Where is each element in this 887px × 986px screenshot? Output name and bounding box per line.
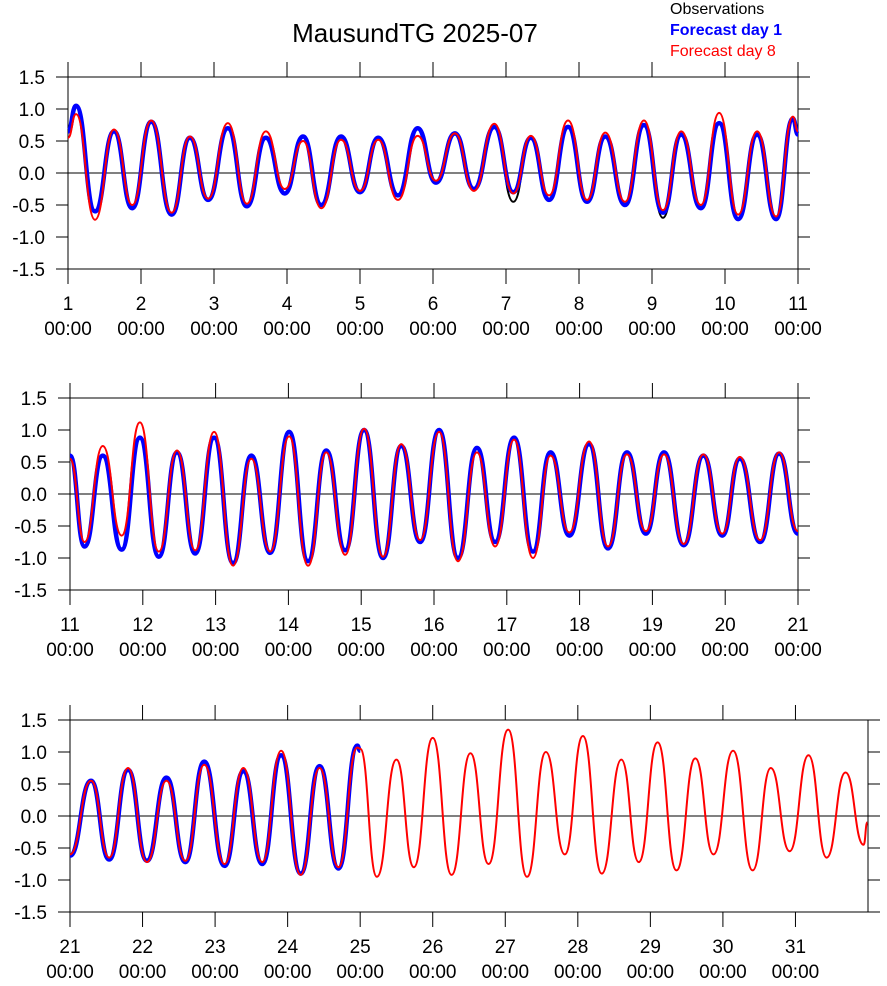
legend-entry: Forecast day 1 <box>670 22 782 39</box>
x-tick-label: 24 00:00 <box>263 937 312 983</box>
series-line <box>68 743 362 876</box>
x-tick-label: 11 00:00 <box>46 615 94 661</box>
x-tick-label: 29 00:00 <box>626 937 675 983</box>
x-tick-label: 14 00:00 <box>264 615 313 661</box>
x-tick-label: 21 00:00 <box>774 615 822 661</box>
x-tick-label: 18 00:00 <box>555 615 604 661</box>
x-tick-label: 22 00:00 <box>118 937 167 983</box>
x-tick-label: 7 00:00 <box>482 294 530 340</box>
x-tick-label: 11 00:00 <box>774 294 822 340</box>
x-tick-label: 17 00:00 <box>483 615 531 661</box>
y-tick-label: 0.0 <box>21 485 47 506</box>
y-tick-label: 1.5 <box>19 68 45 89</box>
legend-entry: Observations <box>670 1 764 18</box>
legend-entry: Forecast day 8 <box>670 43 776 60</box>
x-tick-label: 19 00:00 <box>628 615 677 661</box>
x-tick-label: 25 00:00 <box>336 937 384 983</box>
x-tick-label: 21 00:00 <box>46 937 94 983</box>
x-tick-label: 10 00:00 <box>701 294 749 340</box>
y-tick-label: 1.0 <box>21 743 47 764</box>
x-tick-label: 8 00:00 <box>555 294 603 340</box>
x-tick-label: 15 00:00 <box>337 615 385 661</box>
y-tick-label: 0.0 <box>21 807 47 828</box>
x-tick-label: 13 00:00 <box>191 615 240 661</box>
x-tick-label: 27 00:00 <box>481 937 530 983</box>
y-tick-label: 1.5 <box>21 389 47 410</box>
y-tick-label: 1.0 <box>19 100 45 121</box>
x-tick-label: 5 00:00 <box>336 294 384 340</box>
series-line <box>69 421 799 567</box>
y-tick-label: -1.0 <box>12 228 45 249</box>
x-tick-label: 2 00:00 <box>117 294 165 340</box>
x-tick-label: 23 00:00 <box>191 937 239 983</box>
y-tick-label: -1.5 <box>14 581 47 602</box>
x-tick-label: 9 00:00 <box>628 294 676 340</box>
series-line <box>69 728 869 878</box>
x-tick-label: 16 00:00 <box>410 615 458 661</box>
x-tick-label: 30 00:00 <box>699 937 747 983</box>
x-tick-label: 3 00:00 <box>190 294 238 340</box>
series-line <box>67 111 799 221</box>
y-tick-label: 1.5 <box>21 711 47 732</box>
y-tick-label: -1.0 <box>14 871 47 892</box>
x-tick-label: 20 00:00 <box>701 615 749 661</box>
y-tick-label: -1.0 <box>14 549 47 570</box>
x-tick-label: 1 00:00 <box>44 294 92 340</box>
y-tick-label: 0.5 <box>21 775 47 796</box>
y-tick-label: -1.5 <box>14 903 47 924</box>
y-tick-label: 0.5 <box>19 132 45 153</box>
y-tick-label: -1.5 <box>12 260 45 281</box>
y-tick-label: -0.5 <box>14 517 47 538</box>
y-tick-label: 1.0 <box>21 421 47 442</box>
x-tick-label: 26 00:00 <box>408 937 457 983</box>
x-tick-label: 12 00:00 <box>119 615 167 661</box>
x-tick-label: 31 00:00 <box>771 937 820 983</box>
x-tick-label: 6 00:00 <box>409 294 457 340</box>
y-tick-label: -0.5 <box>12 196 45 217</box>
y-tick-label: -0.5 <box>14 839 47 860</box>
x-tick-label: 28 00:00 <box>554 937 602 983</box>
y-tick-label: 0.0 <box>19 164 45 185</box>
x-tick-label: 4 00:00 <box>263 294 311 340</box>
y-tick-label: 0.5 <box>21 453 47 474</box>
chart-title: MausundTG 2025-07 <box>292 18 538 48</box>
